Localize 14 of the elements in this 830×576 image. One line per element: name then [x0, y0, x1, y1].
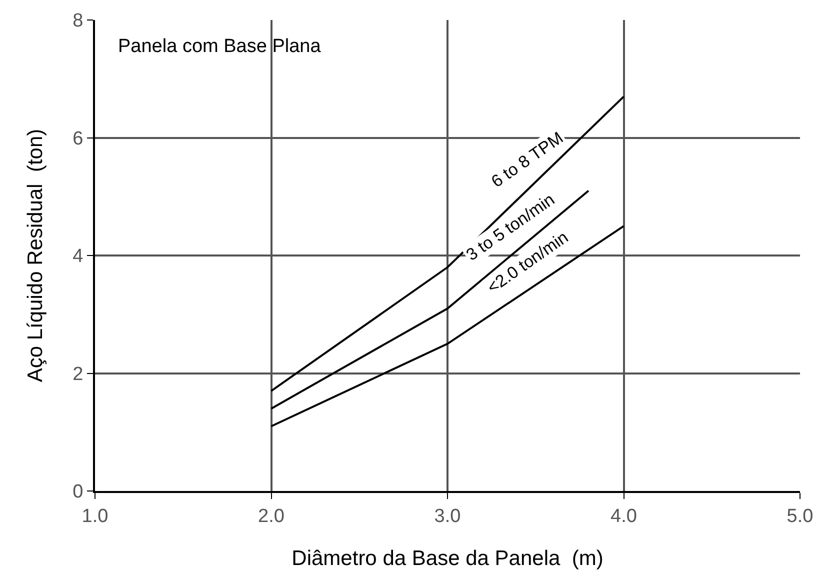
x-tick-label: 4.0 — [610, 506, 637, 527]
x-tick-label: 1.0 — [82, 506, 108, 527]
x-tick-label: 3.0 — [434, 506, 461, 527]
y-tick-label: 8 — [72, 10, 84, 32]
y-tick-label: 2 — [72, 364, 84, 385]
y-tick-label: 4 — [72, 246, 84, 268]
y-tick-label: 6 — [72, 128, 84, 150]
x-axis-title: Diâmetro da Base da Panela (m) — [292, 547, 604, 570]
y-tick-label: 0 — [72, 482, 84, 503]
text: 6 to 8 TPM — [488, 128, 567, 192]
y-axis-title: Aço Líquido Residual (ton) — [24, 128, 47, 382]
x-tick-label: 5.0 — [786, 506, 814, 527]
x-tick-label: 2.0 — [258, 506, 284, 527]
annotation: Panela com Base Plana — [118, 36, 322, 57]
